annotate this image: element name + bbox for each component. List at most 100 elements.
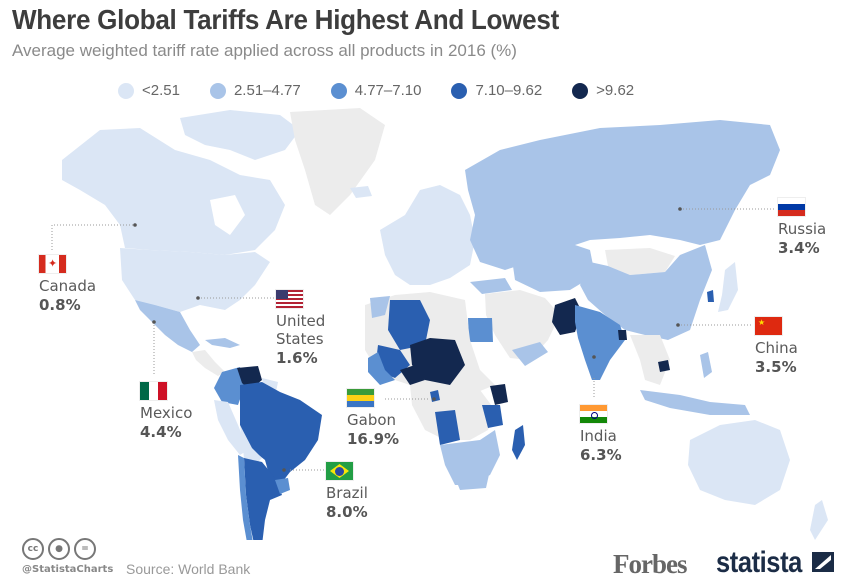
statista-logo-icon — [812, 552, 834, 572]
statista-logo-text[interactable]: statista — [716, 546, 802, 579]
legend-label: >9.62 — [596, 82, 635, 99]
region-peru — [214, 400, 248, 455]
callout-name: United States — [276, 312, 326, 348]
callout-value: 4.4% — [140, 423, 182, 441]
dot-mexico — [152, 320, 156, 324]
region-egypt — [468, 318, 493, 342]
callout-canada: ✦ Canada 0.8% — [39, 255, 96, 315]
india-flag — [580, 405, 607, 423]
dot-brazil — [282, 468, 286, 472]
dot-gabon — [432, 397, 436, 401]
region-colombia — [214, 367, 245, 405]
region-new-zealand — [810, 500, 828, 540]
callout-value: 8.0% — [326, 503, 368, 521]
world-map — [51, 108, 828, 540]
region-tanzania — [482, 405, 503, 428]
region-cambodia — [658, 360, 670, 372]
legend: <2.51 2.51–4.77 4.77–7.10 7.10–9.62 >9.6… — [118, 82, 634, 99]
forbes-logo[interactable]: Forbes — [613, 549, 687, 579]
russia-flag — [778, 198, 805, 216]
callout-name: Gabon — [347, 411, 397, 429]
region-niger-chad — [410, 338, 465, 385]
callout-brazil: Brazil 8.0% — [326, 462, 368, 522]
region-argentina — [244, 458, 282, 540]
chart-subtitle: Average weighted tariff rate applied acr… — [12, 41, 517, 60]
source-note: Source: World Bank — [126, 561, 251, 577]
callout-name: India — [580, 427, 617, 445]
legend-label: 2.51–4.77 — [233, 82, 301, 99]
region-bangladesh — [618, 330, 627, 340]
dot-canada — [133, 223, 137, 227]
legend-swatch — [451, 82, 468, 99]
legend-label: 4.77–7.10 — [354, 82, 422, 99]
region-hudson-bay — [210, 195, 245, 235]
region-se-asia — [630, 335, 670, 385]
region-nigeria — [400, 365, 425, 385]
legend-label: 7.10–9.62 — [475, 82, 543, 99]
callout-value: 6.3% — [580, 446, 622, 464]
callout-russia: Russia 3.4% — [778, 198, 826, 258]
region-mongolia — [605, 248, 675, 275]
dot-russia — [678, 207, 682, 211]
creative-commons-icon: cc — [22, 538, 44, 560]
region-philippines — [700, 352, 712, 378]
region-uruguay — [275, 478, 290, 494]
legend-swatch — [209, 82, 226, 99]
callout-name: Brazil — [326, 484, 368, 502]
legend-swatch — [118, 82, 134, 99]
region-chile — [238, 455, 253, 540]
region-central-america — [192, 350, 225, 376]
region-greenland — [290, 108, 385, 215]
statista-handle[interactable]: @StatistaCharts — [22, 564, 114, 575]
dot-china — [676, 323, 680, 327]
legend-item: 2.51–4.77 — [209, 82, 301, 99]
callout-value: 1.6% — [276, 349, 318, 367]
callout-gabon: Gabon 16.9% — [347, 389, 399, 449]
callout-value: 0.8% — [39, 296, 81, 314]
license-icons[interactable]: cc ● = — [22, 538, 96, 560]
dot-us — [196, 296, 200, 300]
region-brazil — [240, 382, 322, 485]
region-mexico — [135, 300, 200, 352]
region-south-africa — [452, 470, 490, 490]
region-south-korea — [707, 290, 714, 302]
region-europe — [380, 185, 475, 285]
callout-name: Russia — [778, 220, 827, 238]
gabon-flag — [347, 389, 374, 407]
region-china — [580, 245, 712, 340]
brazil-flag — [326, 462, 353, 480]
callout-value: 3.5% — [755, 358, 797, 376]
legend-swatch — [330, 82, 347, 99]
region-canada-arctic — [180, 110, 300, 160]
region-russia — [465, 120, 780, 270]
callout-connectors — [51, 208, 775, 471]
legend-label: <2.51 — [142, 82, 180, 99]
region-turkey — [470, 278, 512, 294]
legend-item: >9.62 — [572, 82, 634, 99]
us-flag — [276, 290, 303, 308]
region-kenya — [490, 384, 508, 405]
legend-item: <2.51 — [118, 82, 180, 99]
region-west-africa — [368, 352, 395, 385]
region-madagascar — [512, 425, 525, 460]
region-angola — [435, 410, 460, 445]
region-indonesia — [640, 390, 750, 415]
region-japan — [718, 262, 738, 312]
chart-title: Where Global Tariffs Are Highest And Low… — [12, 4, 559, 35]
legend-item: 4.77–7.10 — [330, 82, 422, 99]
region-morocco — [370, 296, 390, 318]
region-india — [575, 305, 625, 380]
region-bolivia — [240, 425, 262, 465]
mexico-flag — [140, 382, 167, 400]
callout-dots — [133, 207, 682, 472]
region-united-states — [120, 248, 270, 312]
region-pakistan — [552, 298, 582, 335]
attribution-icon: ● — [48, 538, 70, 560]
region-central-asia — [510, 240, 595, 292]
callout-china: ★ China 3.5% — [755, 317, 798, 377]
callout-united-states: United States 1.6% — [276, 290, 325, 368]
legend-item: 7.10–9.62 — [451, 82, 542, 99]
region-iceland — [350, 186, 372, 198]
callout-value: 3.4% — [778, 239, 820, 257]
callout-name: Mexico — [140, 404, 193, 422]
